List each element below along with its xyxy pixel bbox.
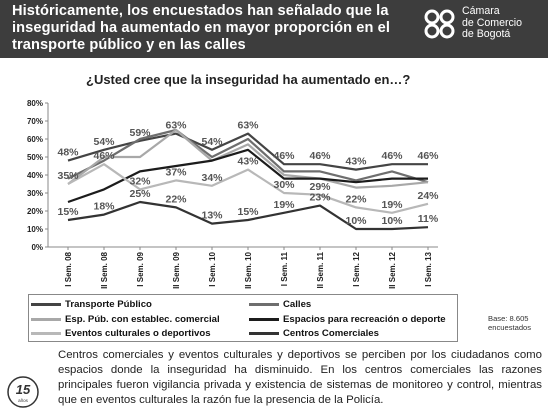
x-tick-label: II Sem. 09 xyxy=(172,251,181,288)
data-label: 63% xyxy=(237,120,259,132)
badge-unit: años xyxy=(18,398,29,403)
data-label: 25% xyxy=(129,188,151,200)
data-label: 23% xyxy=(309,192,331,204)
logo-line-1: Cámara xyxy=(462,5,500,17)
page-title: Históricamente, los encuestados han seña… xyxy=(12,3,391,53)
y-tick-label: 0% xyxy=(31,243,43,252)
data-label: 37% xyxy=(165,166,187,178)
data-label: 59% xyxy=(129,127,151,139)
data-label: 22% xyxy=(165,193,187,205)
x-tick-label: I Sem. 12 xyxy=(352,251,361,286)
legend-swatch xyxy=(31,302,61,306)
legend-swatch xyxy=(31,317,61,321)
legend-item: Esp. Púb. con establec. comercial xyxy=(31,314,220,325)
legend-swatch xyxy=(249,317,279,321)
legend-label: Eventos culturales o deportivos xyxy=(65,328,211,339)
data-label: 10% xyxy=(345,215,367,227)
y-tick-label: 70% xyxy=(27,117,43,126)
badge-number: 15 xyxy=(16,382,31,397)
data-label: 29% xyxy=(309,181,331,193)
data-label: 11% xyxy=(418,213,439,225)
chart-series xyxy=(67,128,429,231)
line-chart: ¿Usted cree que la inseguridad ha aument… xyxy=(27,72,439,289)
x-tick-label: II Sem. 11 xyxy=(316,251,325,288)
data-label: 22% xyxy=(345,193,367,205)
legend-item: Eventos culturales o deportivos xyxy=(31,328,211,339)
data-label: 46% xyxy=(417,150,439,162)
anniversary-badge-icon: 15 años xyxy=(7,376,39,408)
x-tick-label: II Sem. 08 xyxy=(100,251,109,288)
legend-label: Esp. Púb. con establec. comercial xyxy=(65,314,220,325)
y-tick-label: 30% xyxy=(27,189,43,198)
data-label: 18% xyxy=(93,201,115,213)
data-label: 15% xyxy=(57,206,79,218)
x-tick-label: I Sem. 10 xyxy=(208,251,217,286)
x-tick-label: I Sem. 13 xyxy=(424,251,433,286)
data-label: 46% xyxy=(381,150,403,162)
data-label: 19% xyxy=(381,199,403,211)
data-label: 19% xyxy=(273,199,295,211)
footer-summary: Centros comerciales y eventos culturales… xyxy=(58,349,542,406)
series-line-6 xyxy=(67,200,429,231)
data-label: 46% xyxy=(93,150,115,162)
chart-axes: 0% 10% 20% 30% 40% 50% 60% 70% 80% I Sem. 08 II Se… xyxy=(27,99,438,289)
data-label: 24% xyxy=(417,190,439,202)
y-tick-label: 40% xyxy=(27,171,43,180)
x-tick-label: I Sem. 11 xyxy=(280,251,289,286)
header-banner: Históricamente, los encuestados han seña… xyxy=(0,0,548,58)
data-label: 54% xyxy=(93,136,115,148)
data-label: 46% xyxy=(309,150,331,162)
x-tick-label: I Sem. 09 xyxy=(136,251,145,286)
legend-item: Centros Comerciales xyxy=(249,328,379,339)
series-line-4 xyxy=(67,148,428,204)
data-label: 35% xyxy=(57,170,79,182)
data-label: 32% xyxy=(129,175,151,187)
y-tick-label: 60% xyxy=(27,135,43,144)
legend-swatch xyxy=(31,331,61,335)
legend-item: Calles xyxy=(249,299,311,310)
chart-data-labels: 48% 54% 59% 63% 54% 63% 46% 46% 43% 46% 46% 35% 46% 3… xyxy=(57,120,439,227)
series-line-5 xyxy=(67,163,429,214)
chart-legend: Transporte Público Calles Esp. Púb. con es… xyxy=(28,294,458,342)
base-note: Base: 8.605 encuestados xyxy=(488,314,532,332)
y-tick-label: 20% xyxy=(27,207,43,216)
y-tick-label: 10% xyxy=(27,225,43,234)
legend-item: Transporte Público xyxy=(31,299,152,310)
chamber-logo: Cámara de Comercio de Bogotá xyxy=(424,5,544,46)
data-label: 43% xyxy=(345,156,367,168)
legend-label: Transporte Público xyxy=(65,299,152,310)
series-line-2 xyxy=(67,128,429,184)
data-label: 48% xyxy=(57,147,79,159)
data-label: 34% xyxy=(201,172,223,184)
logo-line-3: de Bogotá xyxy=(462,28,511,40)
legend-label: Calles xyxy=(283,299,312,310)
legend-label: Espacios para recreación o deporte xyxy=(283,314,446,325)
series-line-1 xyxy=(67,132,428,171)
y-tick-label: 50% xyxy=(27,153,43,162)
logo-mark-icon xyxy=(424,9,455,39)
legend-item: Espacios para recreación o deporte xyxy=(249,314,446,325)
legend-swatch xyxy=(249,331,279,335)
legend-swatch xyxy=(249,302,279,306)
logo-line-2: de Comercio xyxy=(462,16,523,29)
chart-title: ¿Usted cree que la inseguridad ha aument… xyxy=(86,72,410,87)
x-tick-label: II Sem. 10 xyxy=(244,251,253,288)
data-label: 13% xyxy=(201,210,223,222)
data-label: 15% xyxy=(237,206,259,218)
series-line-3 xyxy=(67,128,429,189)
legend-label: Centros Comerciales xyxy=(283,328,379,339)
data-label: 63% xyxy=(165,120,187,132)
data-label: 10% xyxy=(381,215,403,227)
y-tick-label: 80% xyxy=(27,99,43,108)
data-label: 46% xyxy=(273,150,295,162)
x-tick-label: II Sem. 12 xyxy=(388,251,397,288)
logo-text: Cámara de Comercio de Bogotá xyxy=(462,5,523,41)
data-label: 43% xyxy=(237,156,259,168)
data-label: 30% xyxy=(273,179,295,191)
x-tick-label: I Sem. 08 xyxy=(64,251,73,286)
data-label: 54% xyxy=(201,136,223,148)
